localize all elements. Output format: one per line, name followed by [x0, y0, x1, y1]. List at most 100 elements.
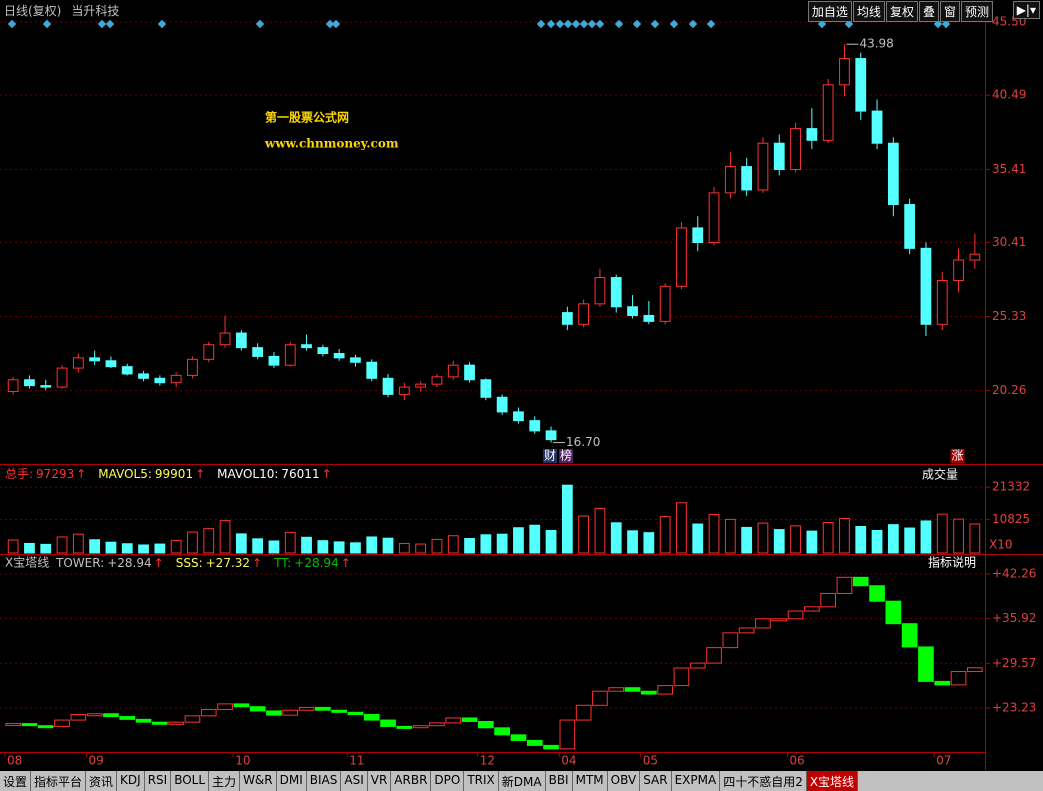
candle-body: [610, 277, 622, 308]
tab[interactable]: X宝塔线: [806, 771, 859, 791]
tab[interactable]: ARBR: [391, 771, 432, 791]
readout-value: +28.94: [294, 556, 338, 570]
volume-bar: [252, 538, 264, 554]
tab[interactable]: BOLL: [171, 771, 210, 791]
x-tick-label: 06: [789, 754, 804, 768]
candle-body: [822, 84, 834, 141]
volume-bar: [741, 526, 753, 554]
tab[interactable]: W&R: [240, 771, 277, 791]
candle-body: [56, 367, 68, 388]
toolbar-button[interactable]: 叠: [918, 1, 939, 22]
tab[interactable]: 指标平台: [31, 771, 87, 791]
tab[interactable]: DMI: [277, 771, 307, 791]
tower-block: [494, 727, 510, 736]
tab[interactable]: SAR: [640, 771, 672, 791]
x-tick-label: 08: [7, 754, 22, 768]
volume-bar: [806, 530, 818, 554]
tower-block: [559, 719, 576, 750]
tab[interactable]: 设置: [0, 771, 32, 791]
toolbar-button[interactable]: 加自选: [807, 1, 852, 22]
volume-bar: [464, 538, 475, 554]
volume-bar: [40, 543, 52, 554]
unit-label: X10: [989, 538, 1013, 552]
tab[interactable]: EXPMA: [672, 771, 721, 791]
volume-bar: [659, 516, 671, 554]
candle-body: [317, 347, 329, 354]
y-tick-label: +29.57: [992, 656, 1036, 670]
volume-bar: [724, 518, 736, 554]
toolbar-button[interactable]: 窗: [939, 1, 960, 22]
readout: TOWER: +28.94 ↑ SSS: +27.32 ↑ TT: +28.94 ↑: [55, 556, 351, 570]
candle-body: [692, 227, 704, 244]
tab[interactable]: BBI: [546, 771, 573, 791]
readout-value: 97293: [36, 467, 74, 481]
candle-body: [561, 312, 573, 325]
candle-body: [447, 364, 459, 378]
signal-icon: [331, 19, 341, 29]
tab[interactable]: KDJ: [117, 771, 145, 791]
tab[interactable]: 四十不惑自用2: [720, 771, 807, 791]
volume-bar: [692, 523, 704, 554]
badge: 财: [544, 449, 556, 463]
candle-body: [773, 142, 785, 171]
volume-bar: [561, 484, 573, 554]
candle-body: [89, 357, 101, 362]
candle-body: [839, 58, 850, 86]
tab[interactable]: RSI: [145, 771, 172, 791]
tower-block: [608, 687, 625, 692]
readout-name: TT:: [273, 556, 291, 570]
tower-block: [478, 720, 494, 729]
annotation-label: 16.70: [566, 435, 600, 449]
tower-block: [918, 646, 934, 682]
tab[interactable]: OBV: [608, 771, 641, 791]
tower-block: [37, 725, 54, 729]
tab[interactable]: BIAS: [307, 771, 342, 791]
tower-block: [787, 610, 804, 620]
candle-body: [105, 360, 117, 368]
volume-bar: [757, 522, 769, 554]
tab[interactable]: VR: [368, 771, 392, 791]
tower-block: [363, 713, 380, 721]
tab[interactable]: 主力: [209, 771, 241, 791]
tab[interactable]: MTM: [573, 771, 608, 791]
signal-icon: [42, 19, 52, 29]
tab[interactable]: 新DMA: [499, 771, 546, 791]
volume-bar: [203, 528, 215, 554]
badge-bg: [559, 449, 574, 463]
tab[interactable]: DPO: [431, 771, 465, 791]
tower-block: [852, 576, 869, 587]
volume-bar: [594, 507, 606, 554]
volume-bar: [643, 532, 655, 554]
indicator-button: 指标说明: [928, 555, 976, 570]
tab[interactable]: TRIX: [464, 771, 499, 791]
x-tick-label: 09: [89, 754, 104, 768]
candle-body: [676, 227, 687, 287]
tower-block: [21, 723, 38, 727]
readout-arrow: ↑: [195, 467, 205, 481]
candle-body: [268, 355, 280, 366]
tower-block: [869, 585, 885, 602]
tab[interactable]: ASI: [341, 771, 368, 791]
volume-bar: [138, 544, 149, 554]
y-tick-label: 21332: [992, 480, 1030, 494]
panel-title: X宝塔线: [5, 556, 49, 570]
volume-bar: [447, 535, 459, 554]
tower-block: [135, 718, 152, 723]
toolbar-button[interactable]: 预测: [960, 1, 993, 22]
volume-bar: [773, 529, 785, 554]
candle-body: [953, 259, 964, 281]
tower-block: [738, 627, 755, 634]
volume-bar: [170, 539, 182, 554]
candle-body: [333, 352, 345, 359]
toolbar-button[interactable]: 复权: [885, 1, 918, 22]
tab[interactable]: 资讯: [86, 771, 118, 791]
volume-bar: [887, 524, 899, 554]
tower-block: [396, 725, 413, 729]
tower-block: [103, 713, 119, 718]
nav-button[interactable]: ▶|▾: [1012, 1, 1040, 19]
toolbar-button[interactable]: 均线: [852, 1, 885, 22]
volume-bar: [219, 520, 231, 554]
candle-body: [219, 332, 231, 346]
volume-bar: [676, 502, 687, 554]
